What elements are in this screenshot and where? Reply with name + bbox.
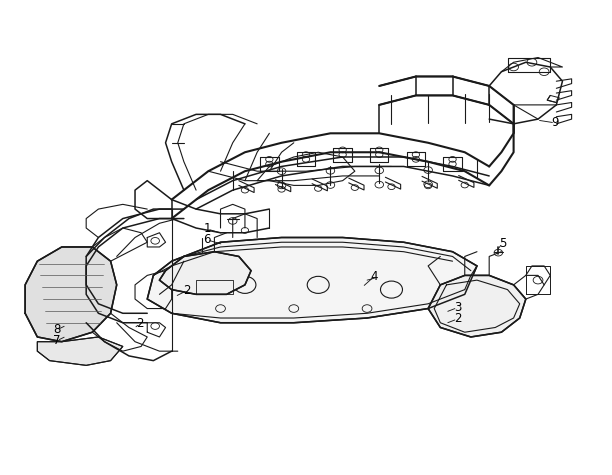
Text: 3: 3 bbox=[453, 301, 461, 314]
Text: 2: 2 bbox=[136, 317, 144, 330]
Text: 5: 5 bbox=[499, 237, 506, 250]
Polygon shape bbox=[37, 337, 123, 365]
Polygon shape bbox=[147, 238, 477, 323]
Polygon shape bbox=[25, 247, 117, 342]
Polygon shape bbox=[160, 252, 251, 294]
Text: 4: 4 bbox=[371, 270, 378, 283]
Text: 6: 6 bbox=[203, 233, 211, 247]
Text: 2: 2 bbox=[453, 313, 461, 325]
Text: 7: 7 bbox=[53, 334, 61, 347]
Text: 8: 8 bbox=[53, 323, 61, 336]
Text: 9: 9 bbox=[551, 116, 559, 129]
Text: 1: 1 bbox=[203, 222, 211, 236]
Polygon shape bbox=[428, 276, 526, 337]
Text: 2: 2 bbox=[183, 284, 191, 297]
